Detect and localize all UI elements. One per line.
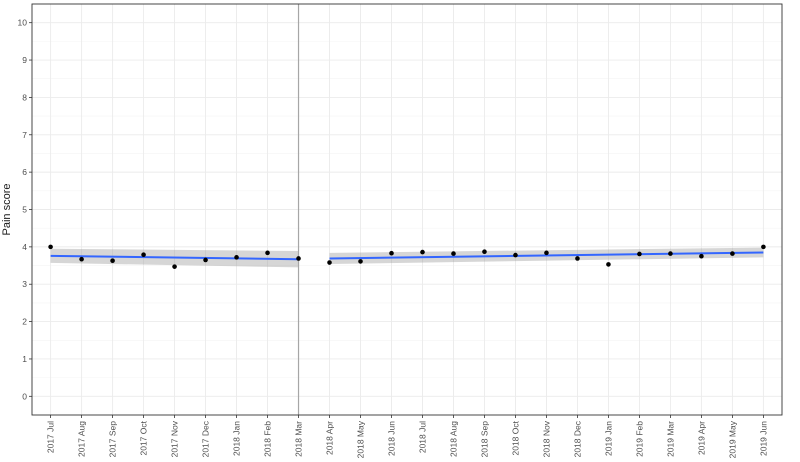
trend-line (329, 251, 764, 260)
data-point (699, 253, 704, 259)
y-tick-label: 4 (22, 242, 27, 252)
x-tick-label: 2018 Feb (263, 421, 273, 457)
x-tick-label: 2018 May (356, 420, 366, 458)
y-axis-title: Pain score (1, 184, 13, 236)
x-tick-label: 2018 Mar (294, 421, 304, 457)
y-tick-label: 9 (22, 55, 27, 65)
x-tick-label: 2019 Jan (603, 421, 613, 456)
data-point (575, 256, 580, 261)
x-tick-label: 2018 Dec (572, 420, 582, 457)
data-point (668, 251, 673, 256)
x-tick-label: 2019 May (727, 420, 737, 458)
data-point (420, 249, 425, 255)
trend-line (50, 254, 299, 261)
x-tick-label: 2017 Jul (46, 421, 56, 453)
panel-border (31, 3, 783, 416)
x-tick-label: 2018 Oct (510, 420, 520, 455)
x-tick-label: 2018 Jul (417, 421, 427, 453)
data-point (606, 262, 611, 267)
y-tick-label: 6 (22, 167, 27, 177)
data-point (761, 244, 766, 250)
data-point (48, 244, 53, 250)
data-point (141, 252, 146, 258)
x-tick-label: 2017 Dec (201, 420, 211, 457)
data-point (544, 250, 549, 256)
data-point (172, 264, 177, 269)
y-tick-label: 3 (22, 279, 27, 289)
x-tick-label: 2017 Oct (139, 420, 149, 455)
data-point (637, 251, 642, 257)
y-axis-ticks: 0 1 2 3 4 5 6 7 8 9 10 (18, 18, 32, 401)
y-tick-label: 1 (22, 354, 27, 364)
data-points (48, 244, 766, 269)
data-point (110, 258, 115, 263)
data-point (234, 255, 239, 260)
x-tick-label: 2017 Nov (170, 420, 180, 457)
y-tick-label: 10 (18, 18, 28, 28)
x-tick-label: 2018 Aug (448, 421, 458, 457)
y-tick-label: 7 (22, 130, 27, 140)
data-point (203, 257, 208, 263)
y-tick-label: 8 (22, 92, 27, 102)
x-tick-label: 2018 Apr (325, 421, 335, 455)
y-tick-label: 5 (22, 205, 27, 215)
trend-lines (50, 251, 764, 261)
x-tick-label: 2019 Jun (758, 421, 768, 456)
x-tick-label: 2019 Feb (634, 421, 644, 457)
x-axis-ticks: 2017 Jul 2017 Aug 2017 Sep 2017 Oct 2017 Nov… (46, 415, 768, 458)
data-point (482, 249, 487, 255)
x-tick-label: 2017 Sep (108, 421, 118, 458)
data-point (451, 251, 456, 256)
data-point (79, 256, 84, 262)
data-point (358, 259, 363, 264)
y-tick-label: 0 (22, 391, 27, 401)
grid (32, 4, 782, 415)
x-tick-label: 2018 Jun (387, 421, 397, 456)
data-point (730, 251, 735, 256)
x-tick-label: 2017 Aug (77, 421, 87, 457)
data-point (296, 256, 301, 261)
x-tick-label: 2019 Apr (696, 421, 706, 455)
data-point (389, 250, 394, 256)
x-tick-label: 2018 Sep (479, 421, 489, 458)
x-tick-label: 2018 Nov (541, 420, 551, 457)
data-point (513, 252, 518, 258)
data-point (265, 250, 270, 256)
x-tick-label: 2018 Jan (232, 421, 242, 456)
data-point (327, 260, 332, 265)
y-tick-label: 2 (22, 317, 27, 327)
x-tick-label: 2019 Mar (665, 421, 675, 457)
